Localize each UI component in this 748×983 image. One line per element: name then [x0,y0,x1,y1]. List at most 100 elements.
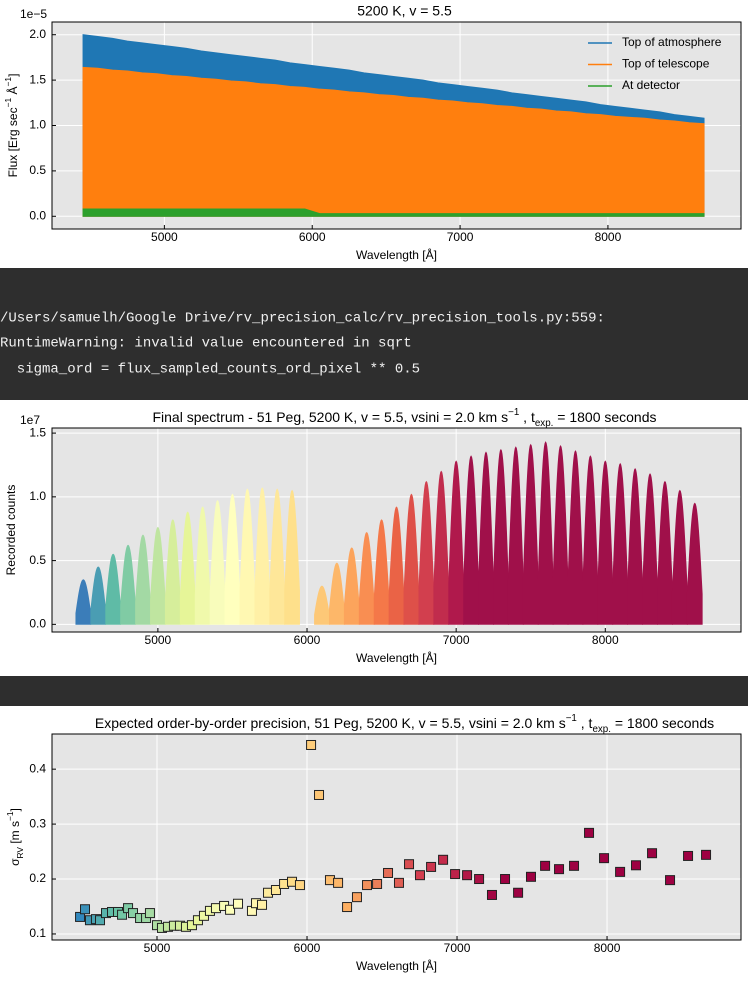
point [554,864,565,875]
order-spectrum [403,493,420,625]
order-spectrum [642,473,658,625]
order-spectrum [597,460,614,625]
order-spectrum [671,489,688,625]
y-axis-label-part: Flux [Erg sec [6,107,20,177]
order-spectrum [150,526,166,625]
order-spectrum [224,493,241,625]
plot-frame [51,733,742,941]
point [513,887,524,898]
x-tick-label: 5000 [151,230,178,244]
y-axis-label: Flux [Erg sec−1 Å−1] [3,74,20,178]
order-spectrum [522,443,539,625]
y-axis-label-part: −1 [5,811,15,821]
point [372,878,383,889]
y-axis-label-part: −1 [3,97,13,107]
point [500,874,511,885]
order-spectrum [209,500,226,625]
order-spectrum [314,585,330,625]
y-tick-label: 1.0 [29,489,46,503]
x-axis-label: Wavelength [Å] [356,650,437,665]
spectrum-area [82,208,705,217]
x-tick-label: 7000 [447,230,474,244]
spectrum-area [82,66,705,217]
y-tick-label: 2.0 [29,27,46,41]
point [569,860,580,871]
y-tick-label: 0.0 [29,208,46,222]
order-spectrum [239,488,256,625]
order-spectrum [657,480,673,625]
order-spectrum [358,531,375,625]
plot-data [82,34,705,217]
legend-label: Top of telescope [622,57,710,71]
order-spectrum [493,448,509,625]
chart-title-part: , t [519,409,535,425]
x-tick-label: 6000 [294,633,321,647]
terminal-line: sigma_ord = flux_sampled_counts_ord_pixe… [0,362,420,378]
y-axis-label-part: ] [8,808,22,811]
order-spectrum [418,480,435,625]
point [540,860,551,871]
chart-title-part: exp. [535,418,554,429]
x-tick-label: 7000 [444,941,471,955]
y-tick-label: 1.0 [29,118,46,132]
chart-title-part: exp. [592,724,611,735]
x-tick-label: 6000 [294,941,321,955]
chart-title-part: Expected order-by-order precision, 51 Pe… [95,715,566,731]
order-spectrum [463,455,479,625]
point [144,908,155,919]
order-spectrum [194,506,211,625]
point [438,854,449,865]
order-spectrum [164,519,181,625]
point [333,877,344,888]
y-tick-label: 0.4 [29,761,46,775]
point [599,853,610,864]
terminal-gap [0,676,748,706]
y-tick-label: 1.5 [29,72,46,86]
order-spectrum [388,506,405,625]
plot-frame [51,21,742,230]
legend-label: At detector [622,78,680,92]
order-spectrum [254,487,271,625]
y-axis-label-part: [m s [8,821,22,847]
point [630,860,641,871]
point [362,880,373,891]
terminal-output [0,268,748,400]
plot-frame [51,427,742,633]
point [584,827,595,838]
point [342,902,353,913]
order-spectrum [120,544,136,625]
chart-title-part: Final spectrum - 51 Peg, 5200 K, v = 5.5… [152,409,508,425]
chart-title-part: −1 [508,407,519,418]
point [462,870,473,881]
point [474,874,485,885]
point [665,875,676,886]
chart-title-part: −1 [566,713,577,724]
legend-label: Top of atmosphere [622,35,722,49]
axis-offset-label: 1e7 [20,413,40,427]
order-spectrum [582,455,599,625]
order-spectrum [686,502,703,625]
chart-title-part: = 1800 seconds [611,715,714,731]
x-tick-label: 5000 [144,941,171,955]
plot-data [75,739,712,933]
point [225,904,236,915]
y-tick-label: 0.5 [29,553,46,567]
order-spectrum [284,489,300,625]
order-spectrum [478,451,494,625]
order-spectrum [373,519,390,625]
point [426,861,437,872]
order-spectrum [552,445,569,625]
point [393,877,404,888]
order-spectrum [627,468,643,625]
y-tick-label: 0.0 [29,617,46,631]
point [450,869,461,880]
order-spectrum [90,566,107,625]
y-axis-label-part: RV [15,847,25,859]
y-axis-label: Recorded counts [4,485,18,576]
y-axis-label-part: Å [5,86,20,97]
order-spectrum [135,534,151,625]
x-axis-label: Wavelength [Å] [356,958,437,973]
order-spectrum [507,446,524,625]
x-tick-label: 8000 [595,230,622,244]
y-tick-label: 1.5 [29,425,46,439]
